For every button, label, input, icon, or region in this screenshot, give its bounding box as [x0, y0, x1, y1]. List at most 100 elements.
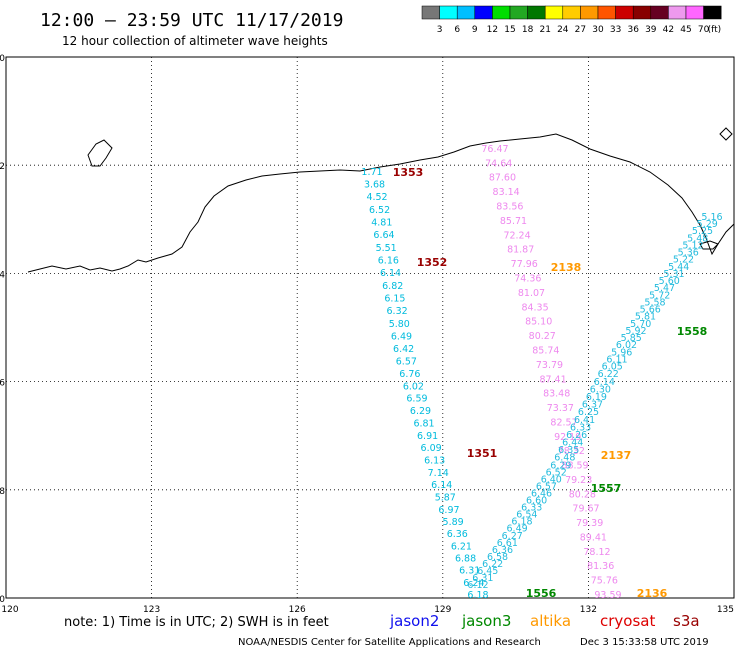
swh-value-jason3-west: 6.57: [396, 357, 417, 368]
swh-value-jason3-east: 5.12: [682, 240, 703, 251]
lat-tick-label: -32: [0, 162, 5, 172]
pass-time-label: 2138: [551, 261, 582, 274]
swh-value-jason3-east: 5.31: [663, 269, 684, 280]
swh-value-jason3-west: 6.97: [438, 505, 459, 516]
swh-value-jason3-east: 6.05: [602, 362, 623, 373]
swh-value-jason3-west: 6.31: [459, 566, 480, 577]
swh-value-jason3-east: 6.30: [590, 384, 611, 395]
swh-value-jason3-west: 6.82: [382, 281, 403, 292]
swh-value-jason3-east: 6.40: [541, 475, 562, 486]
swh-value-altika: 85.71: [500, 216, 527, 227]
swh-value-altika: 74.36: [514, 273, 541, 284]
map-subtitle: 12 hour collection of altimeter wave hei…: [62, 34, 328, 48]
swh-value-altika: 83.48: [543, 389, 570, 400]
swh-value-jason3-east: 6.54: [516, 510, 537, 521]
swh-value-jason3-east: 6.60: [526, 496, 547, 507]
swh-value-altika: 87.41: [539, 374, 566, 385]
swh-value-jason3-east: 6.48: [554, 453, 575, 464]
swh-value-jason3-east: 6.61: [497, 538, 518, 549]
swh-value-jason3-east: 6.31: [472, 573, 493, 584]
colorbar-swatch: [474, 5, 493, 20]
colorbar-swatch: [668, 5, 687, 20]
swh-value-jason3-east: 6.18: [511, 517, 532, 528]
swh-value-jason3-west: 6.14: [431, 480, 452, 491]
swh-value-altika: 93.59: [594, 590, 621, 601]
swh-value-jason3-east: 6.29: [550, 460, 571, 471]
footer-credit: NOAA/NESDIS Center for Satellite Applica…: [238, 637, 541, 648]
swh-value-altika: 87.60: [489, 173, 516, 184]
swh-value-altika: 72.24: [503, 230, 530, 241]
pass-time-label: 1556: [526, 587, 557, 600]
swh-value-altika: 74.64: [485, 158, 512, 169]
lon-tick-label: 126: [289, 605, 306, 615]
swh-value-jason3-east: 6.45: [477, 566, 498, 577]
colorbar-unit: (ft): [708, 25, 722, 35]
colorbar-label: 70: [698, 25, 710, 35]
satellite-legend-altika: altika: [530, 612, 571, 630]
pass-time-label: 1557: [591, 482, 622, 495]
swh-value-jason3-east: 5.92: [625, 326, 646, 337]
swh-value-jason3-west: 6.52: [369, 205, 390, 216]
swh-value-altika: 79.39: [576, 518, 603, 529]
swh-value-jason3-west: 6.76: [399, 369, 420, 380]
swh-value-jason3-west: 6.36: [447, 529, 468, 540]
swh-value-jason3-east: 5.22: [673, 255, 694, 266]
colorbar-swatch: [439, 5, 458, 20]
pass-time-label: 2137: [601, 449, 632, 462]
swh-value-jason3-east: 6.35: [558, 445, 579, 456]
lat-tick-label: -34: [0, 270, 5, 280]
swh-value-jason3-east: 6.36: [492, 545, 513, 556]
coastline-australia: [27, 133, 735, 273]
colorbar-swatch: [509, 5, 528, 20]
graticule: [6, 57, 734, 598]
swh-value-jason3-east: 6.27: [502, 531, 523, 542]
swh-value-altika: 73.37: [547, 403, 574, 414]
swh-value-jason3-west: 6.14: [380, 268, 401, 279]
lat-tick-label: -30: [0, 54, 5, 64]
colorbar-legend: 3 6 9 12 15 18 21 24 27 30 33 36 39 42 45 70(ft): [421, 5, 722, 35]
coastline-kangaroo-island: [699, 240, 719, 250]
swh-value-jason3-west: 6.59: [406, 394, 427, 405]
colorbar-swatch: [685, 5, 704, 20]
swh-value-altika: 79.67: [572, 504, 599, 515]
swh-value-jason3-east: 6.19: [586, 392, 607, 403]
swh-value-jason3-west: 6.18: [467, 590, 488, 601]
swh-value-jason3-west: 6.09: [421, 443, 442, 454]
swh-value-altika: 81.87: [507, 245, 534, 256]
swh-value-jason3-west: 3.68: [364, 180, 385, 191]
coastline-island-small: [719, 127, 733, 141]
footer-timestamp: Dec 3 15:33:58 UTC 2019: [580, 637, 709, 648]
swh-value-jason3-west: 5.89: [443, 517, 464, 528]
colorbar-label: 24: [557, 25, 569, 35]
colorbar-label: 36: [627, 25, 639, 35]
swh-value-altika: 80.28: [569, 489, 596, 500]
swh-value-jason3-east: 6.52: [546, 467, 567, 478]
swh-value-jason3-west: 6.02: [403, 381, 424, 392]
swh-value-jason3-west: 7.14: [428, 468, 449, 479]
pass-time-label: 1351: [467, 447, 498, 460]
colorbar-label: 9: [472, 25, 478, 35]
track-layer: 1.713.684.526.524.816.645.516.166.146.82…: [361, 144, 722, 601]
swh-value-jason3-west: 4.52: [366, 192, 387, 203]
swh-value-altika: 80.27: [529, 331, 556, 342]
lon-tick-label: 123: [143, 605, 160, 615]
swh-value-jason3-west: 6.15: [384, 293, 405, 304]
swh-value-jason3-west: 6.91: [417, 431, 438, 442]
lon-tick-label: 120: [1, 605, 18, 615]
coastline-recherche-island: [87, 139, 113, 167]
swh-value-jason3-east: 5.58: [644, 297, 665, 308]
pass-time-label: 1558: [677, 325, 708, 338]
swh-value-jason3-east: 5.25: [692, 226, 713, 237]
colorbar-swatch: [492, 5, 511, 20]
swh-value-jason3-east: 6.02: [616, 340, 637, 351]
lat-tick-label: -36: [0, 379, 5, 389]
swh-value-jason3-east: 5.85: [621, 333, 642, 344]
swh-value-jason3-east: 5.47: [654, 283, 675, 294]
swh-value-jason3-east: 5.72: [649, 290, 670, 301]
swh-value-jason3-west: 6.13: [424, 455, 445, 466]
swh-value-jason3-east: 6.44: [562, 438, 583, 449]
satellite-legend-jason3: jason3: [461, 612, 511, 630]
colorbar-swatch: [597, 5, 616, 20]
colorbar-label: 15: [504, 25, 515, 35]
